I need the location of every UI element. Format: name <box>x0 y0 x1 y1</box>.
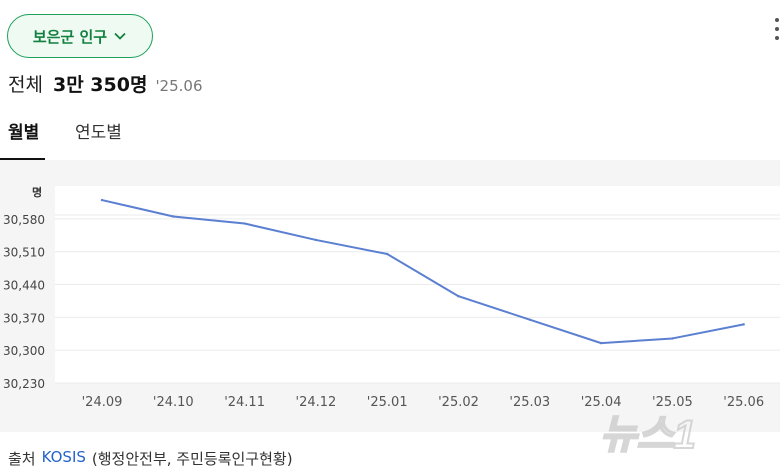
y-tick-label: 30,580 <box>3 213 45 227</box>
y-tick-label: 30,510 <box>3 246 45 260</box>
data-point <box>100 198 104 202</box>
x-tick-label: '24.11 <box>224 395 265 410</box>
region-selector-button[interactable]: 보은군 인구 <box>7 14 153 58</box>
tab-yearly[interactable]: 연도별 <box>75 123 122 143</box>
x-tick-label: '25.01 <box>367 395 408 410</box>
summary-date: '25.06 <box>155 77 203 95</box>
watermark-text: 뉴스1 <box>600 413 696 457</box>
y-tick-label: 30,300 <box>3 344 45 358</box>
source-line: 출처 KOSIS (행정안전부, 주민등록인구현황) <box>8 448 293 469</box>
x-tick-label: '25.06 <box>723 395 764 410</box>
data-point <box>386 252 389 256</box>
data-point <box>742 323 745 326</box>
series-line <box>101 199 744 345</box>
data-point <box>457 295 460 298</box>
y-tick-label: 30,440 <box>3 279 45 293</box>
more-vertical-icon[interactable] <box>772 18 780 40</box>
chevron-down-icon <box>114 32 126 40</box>
summary-label: 전체 <box>8 74 43 96</box>
x-tick-label: '25.02 <box>438 395 479 410</box>
data-point <box>314 238 318 242</box>
x-tick-label: '24.09 <box>82 395 123 410</box>
period-tabs: 월별 연도별 <box>0 112 130 162</box>
x-tick-label: '25.05 <box>652 395 693 410</box>
summary-value: 3만 350명 <box>52 74 148 96</box>
y-tick-label: 30,230 <box>3 377 45 391</box>
source-link[interactable]: KOSIS <box>41 448 86 466</box>
region-label: 보은군 인구 <box>32 27 108 46</box>
data-point <box>172 215 175 218</box>
x-tick-label: '24.10 <box>153 395 194 410</box>
x-tick-label: '25.03 <box>509 395 550 410</box>
population-line-chart: 명 30,580 30,510 30,440 30,370 30,300 30,230 '24… <box>3 185 780 410</box>
y-axis-unit-label: 명 <box>32 185 42 199</box>
data-point <box>243 222 246 225</box>
x-tick-label: '25.04 <box>581 395 622 410</box>
tab-monthly[interactable]: 월별 <box>0 112 45 160</box>
source-prefix: 출처 <box>8 450 36 468</box>
population-summary: 전체 3만 350명 '25.06 <box>8 70 203 98</box>
y-tick-label: 30,370 <box>3 311 45 325</box>
source-detail: (행정안전부, 주민등록인구현황) <box>91 450 293 468</box>
news1-watermark-logo: 뉴스1 <box>600 412 697 458</box>
data-point <box>671 337 674 340</box>
x-tick-label: '24.12 <box>296 395 337 410</box>
data-point <box>528 318 531 321</box>
data-point <box>599 341 603 345</box>
